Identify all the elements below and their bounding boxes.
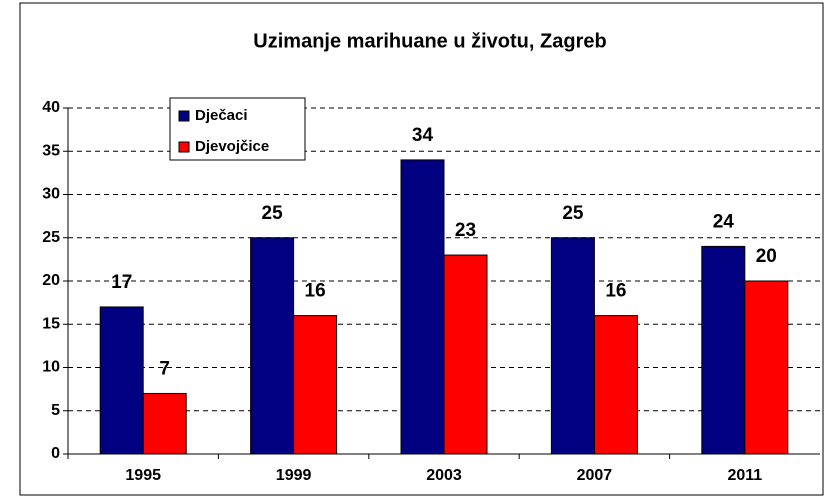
y-tick-label: 20 bbox=[42, 272, 60, 289]
data-label: 25 bbox=[562, 203, 584, 224]
data-label: 16 bbox=[605, 281, 626, 302]
y-tick-label: 5 bbox=[51, 402, 60, 419]
y-tick-label: 35 bbox=[42, 142, 60, 159]
legend-swatch bbox=[178, 141, 190, 153]
bar bbox=[293, 315, 338, 455]
legend-label: Djevojčice bbox=[195, 138, 269, 155]
bar bbox=[443, 254, 488, 455]
bar bbox=[744, 280, 789, 455]
bar bbox=[701, 245, 746, 455]
y-tick-label: 30 bbox=[42, 186, 60, 203]
x-tick-label: 1999 bbox=[276, 467, 312, 484]
legend-swatch bbox=[178, 110, 190, 122]
legend-box bbox=[169, 97, 306, 161]
x-tick-label: 2007 bbox=[577, 467, 613, 484]
legend-label: Dječaci bbox=[195, 107, 248, 124]
y-tick-label: 15 bbox=[42, 315, 60, 332]
data-label: 17 bbox=[111, 272, 132, 293]
data-label: 24 bbox=[713, 211, 735, 232]
y-tick-label: 40 bbox=[42, 99, 60, 116]
x-tick-label: 2003 bbox=[426, 467, 462, 484]
x-tick-label: 1995 bbox=[125, 467, 161, 484]
bar bbox=[99, 306, 144, 455]
data-label: 23 bbox=[455, 220, 476, 241]
y-tick-label: 10 bbox=[42, 359, 60, 376]
bar bbox=[593, 315, 638, 455]
data-label: 34 bbox=[412, 125, 434, 146]
y-tick-label: 0 bbox=[51, 445, 60, 462]
data-label: 25 bbox=[262, 203, 284, 224]
x-tick-label: 2011 bbox=[727, 467, 762, 484]
bar bbox=[400, 159, 445, 455]
data-label: 16 bbox=[305, 281, 326, 302]
data-label: 20 bbox=[756, 246, 777, 267]
bar bbox=[250, 237, 295, 455]
chart-title: Uzimanje marihuane u životu, Zagreb bbox=[253, 30, 606, 52]
bar bbox=[550, 237, 595, 455]
y-tick-label: 25 bbox=[42, 229, 60, 246]
data-label: 7 bbox=[159, 358, 170, 379]
bar bbox=[142, 392, 187, 455]
